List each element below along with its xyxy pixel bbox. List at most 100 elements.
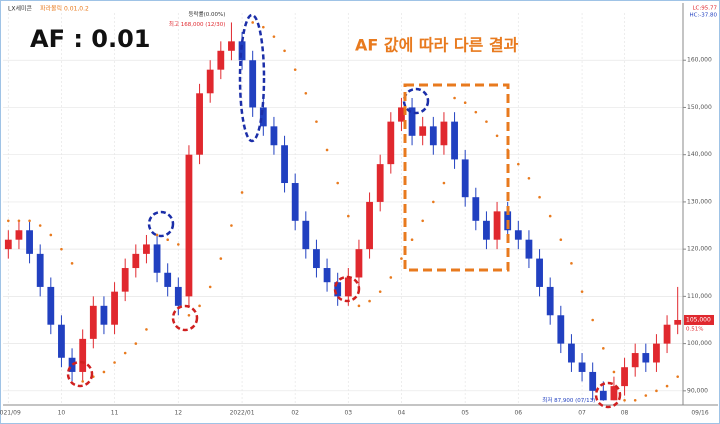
sar-dot <box>283 49 286 53</box>
sar-dot <box>336 181 339 185</box>
candle-body <box>217 50 225 70</box>
candle-body <box>249 60 257 108</box>
legend-sar: 파라볼릭 0.01,0.2 <box>40 5 89 13</box>
sar-dot <box>570 262 573 265</box>
candle-body <box>153 244 161 273</box>
x-tick-label: 11 <box>111 410 119 417</box>
candle-body <box>174 286 182 306</box>
y-tick-label: 120,000 <box>687 246 712 253</box>
candle-body <box>631 353 639 368</box>
sar-dot <box>70 262 74 265</box>
candle-body <box>653 343 660 363</box>
candle-body <box>121 268 129 292</box>
sar-dot <box>262 25 265 29</box>
sar-dot <box>548 214 552 218</box>
candle-body <box>610 386 618 401</box>
highlight-circle <box>402 87 430 115</box>
sar-dot <box>633 398 637 402</box>
candle-body <box>621 367 628 387</box>
sar-dot <box>676 375 679 378</box>
sar-dot <box>113 361 116 364</box>
sar-dot <box>432 200 435 204</box>
stock-name: LX세미콘 <box>8 5 32 13</box>
x-tick-label: 10 <box>58 410 66 417</box>
y-tick-label: 140,000 <box>687 151 712 158</box>
sar-dot <box>251 21 254 24</box>
x-tick-label: 02 <box>291 410 299 417</box>
sar-dot <box>559 238 563 241</box>
price-label: 105,000 <box>686 316 711 323</box>
candle-body <box>472 197 480 221</box>
candle-body <box>429 126 437 146</box>
sar-dot <box>28 219 31 223</box>
x-tick-label: 12 <box>174 410 182 417</box>
candle-body <box>26 230 33 254</box>
candle-body <box>376 164 384 202</box>
sar-dot <box>325 148 329 152</box>
candle-body <box>164 272 172 287</box>
sar-dot <box>453 96 456 100</box>
sar-dot <box>623 398 626 402</box>
candle-body <box>111 291 118 325</box>
sar-dot <box>145 328 148 331</box>
x-tick-label: 07 <box>578 410 586 417</box>
candle-body <box>270 126 278 146</box>
sar-dot <box>612 370 616 374</box>
candle-body <box>302 220 310 250</box>
candle-body <box>334 282 342 297</box>
candle-body <box>483 220 490 240</box>
sar-dot <box>347 214 350 218</box>
candle-body <box>68 357 76 372</box>
sar-dot <box>378 290 382 293</box>
candle-body <box>89 305 97 339</box>
candle-body <box>132 253 140 269</box>
y-tick-label: 130,000 <box>687 198 712 205</box>
candle-body <box>15 230 23 240</box>
candle-body <box>228 41 235 51</box>
sar-dot <box>421 219 424 223</box>
sar-dot <box>538 195 541 199</box>
x-tick-label: 04 <box>398 410 406 417</box>
sar-dot <box>230 224 233 227</box>
candle-body <box>36 253 44 287</box>
sar-dot <box>293 68 297 71</box>
candle-body <box>525 239 533 259</box>
candle-body <box>578 362 586 372</box>
candle-body <box>642 353 650 363</box>
candle-body <box>451 121 458 160</box>
candle-body <box>493 211 501 240</box>
y-tick-label: 110,000 <box>687 293 712 300</box>
candle-body <box>546 286 554 316</box>
sar-dot <box>81 380 84 383</box>
sar-dot <box>102 370 106 374</box>
x-tick-label: 08 <box>621 410 629 417</box>
candle-body <box>514 230 522 240</box>
sar-dot <box>315 120 318 123</box>
x-tick-label: 05 <box>461 410 469 417</box>
candle-body <box>143 244 150 254</box>
sar-dot <box>655 389 658 393</box>
sar-dot <box>644 394 648 397</box>
candle-body <box>79 338 87 372</box>
sar-dot <box>485 120 488 123</box>
high-annotation: 최고 168,000 (12/30) <box>169 20 226 28</box>
candle-body <box>259 107 267 127</box>
sar-dot <box>580 290 584 293</box>
highlight-circle <box>594 381 622 409</box>
sar-dot <box>177 243 180 246</box>
candle-body <box>196 93 203 155</box>
candle-body <box>366 201 373 250</box>
candle-body <box>323 268 331 283</box>
candle-body <box>185 154 193 297</box>
plot <box>4 21 682 402</box>
candle-body <box>238 41 246 61</box>
sar-dot <box>123 351 127 355</box>
sar-dot <box>187 313 191 317</box>
sar-dot <box>208 285 212 289</box>
sar-dot <box>304 91 308 95</box>
candle-body <box>387 121 395 165</box>
candle-body <box>58 324 65 358</box>
grid <box>3 13 683 405</box>
